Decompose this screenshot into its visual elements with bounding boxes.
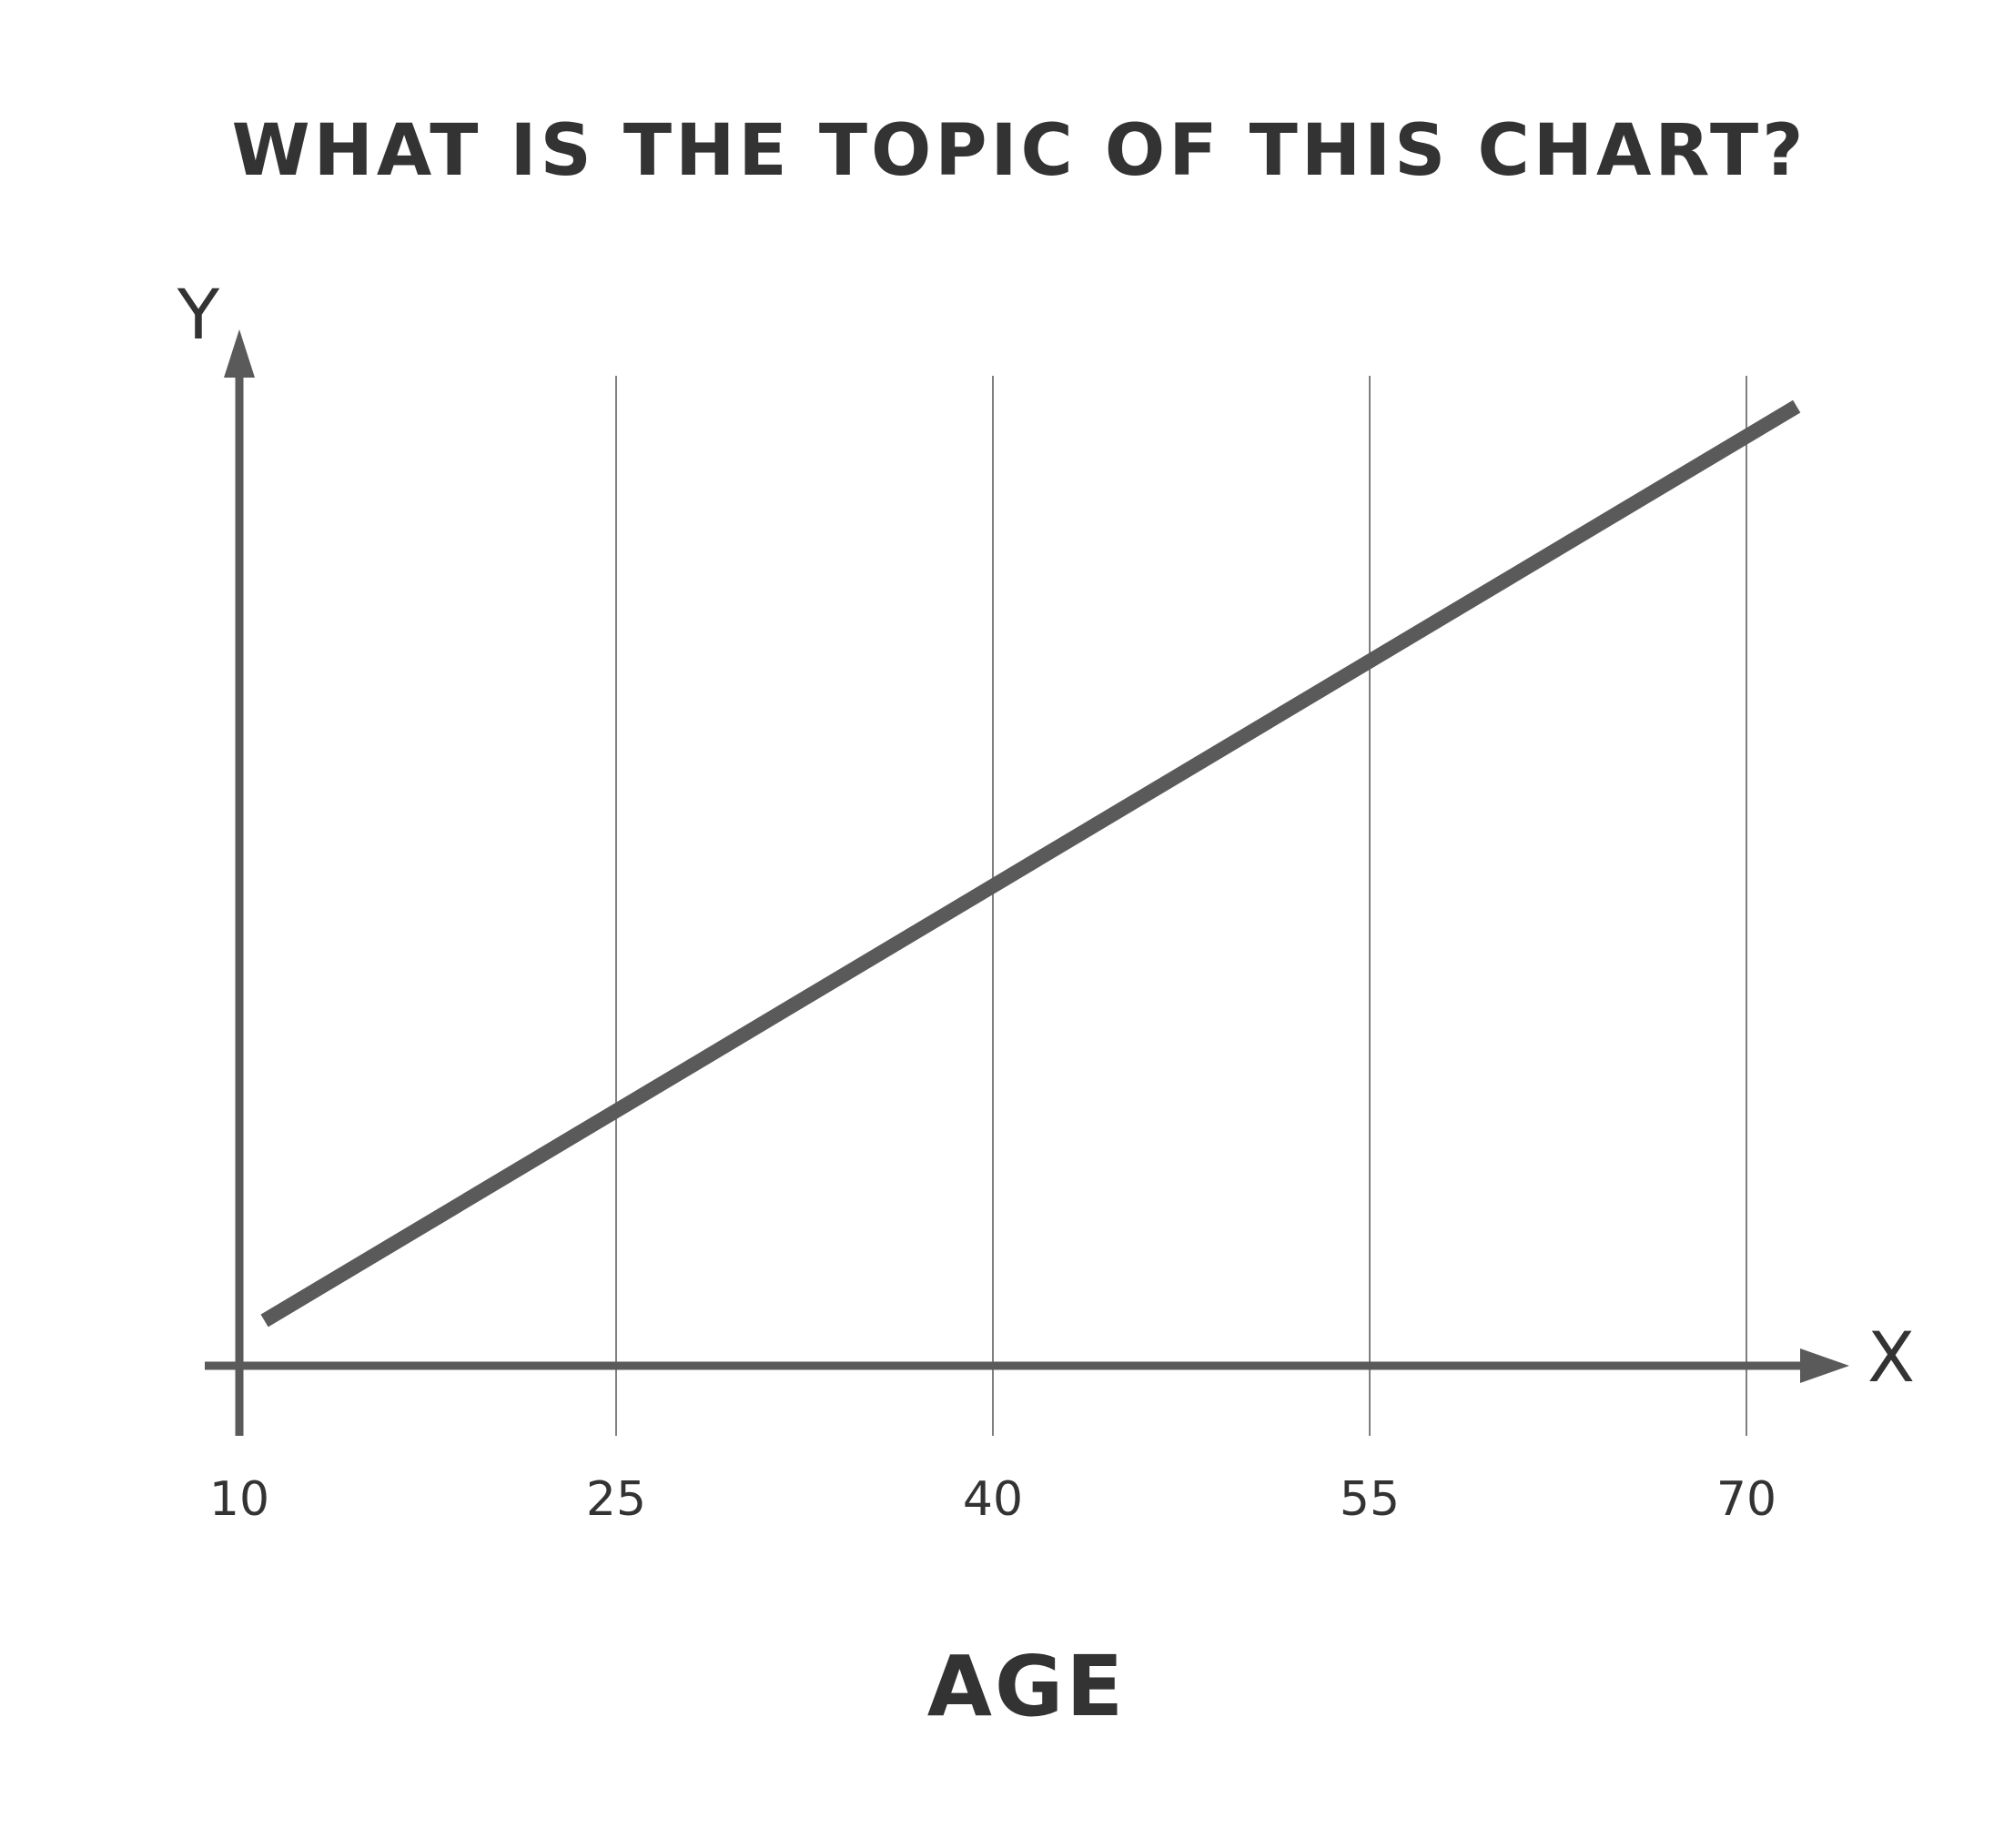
x-axis-label: AGE [927,1638,1127,1735]
x-axis-arrowhead [1800,1348,1849,1383]
y-axis-arrowhead [224,329,255,378]
x-tick-label-40: 40 [963,1472,1023,1527]
chart-title: WHAT IS THE TOPIC OF THIS CHART? [232,110,1807,192]
x-tick-labels: 10 25 40 55 70 [209,1472,1776,1527]
axes [205,329,1849,1436]
series-layer [260,399,1801,1328]
y-axis-letter: Y [177,274,220,355]
x-tick-label-10: 10 [209,1472,269,1527]
x-axis-letter: X [1867,1317,1915,1398]
x-tick-label-25: 25 [586,1472,646,1527]
grid-lines [615,376,1747,1436]
series-line-0 [260,399,1801,1328]
x-tick-label-55: 55 [1340,1472,1400,1527]
x-tick-label-70: 70 [1716,1472,1776,1527]
